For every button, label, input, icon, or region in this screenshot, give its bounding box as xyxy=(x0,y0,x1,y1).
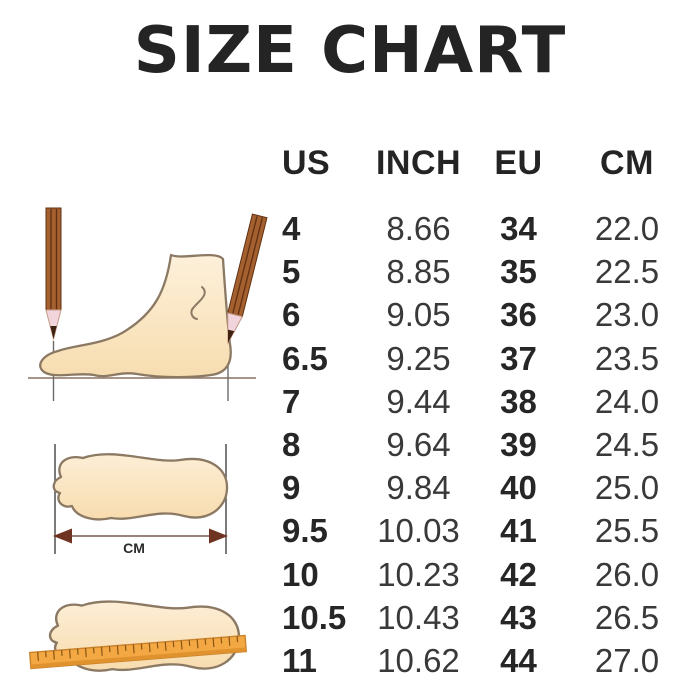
table-row: 4 8.66 34 22.0 xyxy=(282,207,684,250)
table-cell: 8.66 xyxy=(386,210,451,248)
column-header-cm: CM xyxy=(600,144,654,182)
table-cell: 41 xyxy=(500,512,537,550)
cm-arrow-left-head xyxy=(53,528,72,544)
table-cell: 9.44 xyxy=(386,382,451,420)
size-table-body: 4 8.66 34 22.0 5 8.85 35 22.5 6 9.05 36 23.0 6.5 9.25… xyxy=(282,207,684,682)
table-cell: 25.0 xyxy=(594,469,660,507)
table-cell: 4 xyxy=(282,210,301,248)
table-row: 10 10.23 42 26.0 xyxy=(282,553,684,596)
table-row: 7 9.44 38 24.0 xyxy=(282,380,684,423)
table-row: 6 9.05 36 23.0 xyxy=(282,293,684,336)
column-header-us: US xyxy=(282,144,331,182)
foot-side-measure-illustration xyxy=(28,207,268,401)
table-cell: 7 xyxy=(282,382,301,420)
table-cell: 43 xyxy=(500,598,537,636)
pencil-right-icon xyxy=(220,213,268,346)
table-cell: 22.0 xyxy=(594,210,660,248)
table-row: 10.5 10.43 43 26.5 xyxy=(282,596,684,639)
table-cell: 35 xyxy=(500,253,537,291)
table-cell: 9.64 xyxy=(386,426,451,464)
table-cell: 10 xyxy=(282,555,319,593)
size-table-header: US INCH EU CM xyxy=(282,144,684,183)
table-cell: 9 xyxy=(282,469,301,507)
table-cell: 44 xyxy=(500,641,537,679)
column-header-inch: INCH xyxy=(375,144,462,182)
table-row: 11 10.62 44 27.0 xyxy=(282,639,684,682)
table-cell: 34 xyxy=(500,210,537,248)
table-cell: 23.0 xyxy=(594,296,660,334)
table-row: 5 8.85 35 22.5 xyxy=(282,250,684,293)
table-cell: 11 xyxy=(282,641,317,679)
table-cell: 9.84 xyxy=(386,469,451,507)
table-cell: 10.03 xyxy=(377,512,460,550)
table-cell: 6.5 xyxy=(282,339,328,377)
table-cell: 26.5 xyxy=(594,598,660,636)
table-cell: 23.5 xyxy=(594,339,660,377)
table-cell: 38 xyxy=(500,382,537,420)
footprint-ruler-illustration xyxy=(28,600,248,672)
size-table: US INCH EU CM 4 8.66 34 22.0 5 8.85 35 22.5 6 9.0… xyxy=(282,144,684,682)
table-cell: 22.5 xyxy=(594,253,660,291)
table-cell: 27.0 xyxy=(594,641,660,679)
cm-arrow-right-head xyxy=(209,528,228,544)
table-cell: 9.05 xyxy=(386,296,451,334)
pencil-left-icon xyxy=(45,207,62,340)
ankle-squiggle xyxy=(190,286,206,320)
table-row: 8 9.64 39 24.5 xyxy=(282,423,684,466)
cm-label: CM xyxy=(123,540,145,556)
table-row: 9 9.84 40 25.0 xyxy=(282,466,684,509)
page-title: SIZE CHART xyxy=(133,14,567,88)
table-cell: 8.85 xyxy=(386,253,451,291)
table-cell: 5 xyxy=(282,253,301,291)
table-cell: 9.5 xyxy=(282,512,328,550)
table-cell: 40 xyxy=(500,469,537,507)
table-cell: 10.43 xyxy=(377,598,460,636)
table-row: 6.5 9.25 37 23.5 xyxy=(282,337,684,380)
table-cell: 36 xyxy=(500,296,537,334)
table-cell: 6 xyxy=(282,296,301,334)
foot-side-icon xyxy=(39,253,232,379)
table-cell: 37 xyxy=(500,339,537,377)
footprint-icon xyxy=(52,453,229,521)
footprint-cm-arrow-illustration: CM xyxy=(52,444,229,556)
table-row: 9.5 10.03 41 25.5 xyxy=(282,509,684,552)
column-header-eu: EU xyxy=(494,144,543,182)
table-cell: 26.0 xyxy=(594,555,660,593)
table-cell: 8 xyxy=(282,426,301,464)
table-cell: 25.5 xyxy=(594,512,660,550)
table-cell: 9.25 xyxy=(386,339,451,377)
table-cell: 10.5 xyxy=(282,598,347,636)
table-cell: 10.23 xyxy=(377,555,460,593)
table-cell: 39 xyxy=(500,426,537,464)
table-cell: 24.5 xyxy=(594,426,660,464)
table-cell: 10.62 xyxy=(377,641,460,679)
table-cell: 42 xyxy=(500,555,537,593)
ruler-icon xyxy=(28,634,248,670)
table-cell: 24.0 xyxy=(594,382,660,420)
